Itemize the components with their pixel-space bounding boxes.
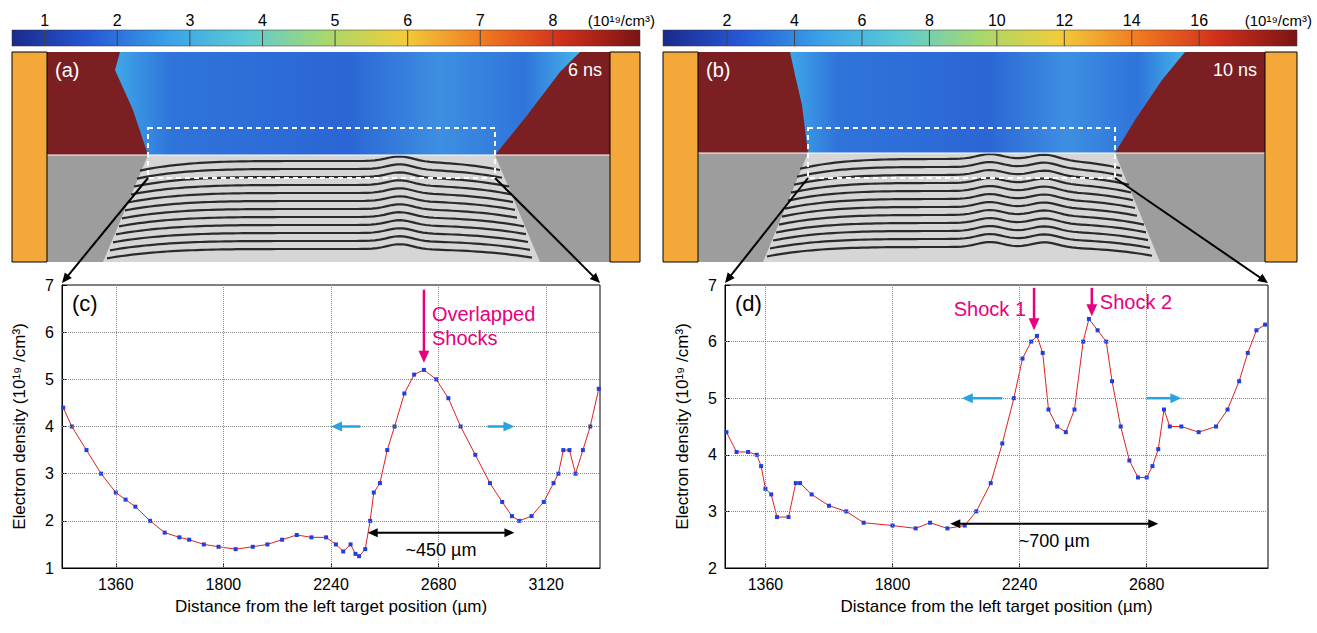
svg-text:10 ns: 10 ns [1213, 60, 1257, 80]
svg-text:16: 16 [1190, 12, 1208, 29]
svg-text:(b): (b) [706, 59, 730, 81]
svg-text:5: 5 [331, 12, 340, 29]
svg-text:1360: 1360 [98, 576, 134, 593]
svg-text:1360: 1360 [748, 576, 784, 593]
svg-text:6: 6 [45, 324, 54, 341]
svg-text:1800: 1800 [206, 576, 242, 593]
svg-text:8: 8 [548, 12, 557, 29]
svg-text:Distance from the left target: Distance from the left target position (… [175, 597, 487, 616]
svg-text:1: 1 [45, 560, 54, 577]
svg-text:8: 8 [925, 12, 934, 29]
svg-text:4: 4 [708, 446, 717, 463]
svg-text:(10¹⁹/cm³): (10¹⁹/cm³) [1245, 12, 1312, 29]
svg-text:5: 5 [708, 390, 717, 407]
svg-text:3: 3 [185, 12, 194, 29]
svg-text:6 ns: 6 ns [568, 60, 602, 80]
svg-text:2: 2 [113, 12, 122, 29]
svg-text:2680: 2680 [421, 576, 457, 593]
svg-text:(d): (d) [735, 291, 762, 316]
svg-text:2: 2 [45, 512, 54, 529]
svg-text:Electron density (10¹⁹ /cm³): Electron density (10¹⁹ /cm³) [10, 323, 29, 530]
svg-text:6: 6 [858, 12, 867, 29]
svg-text:(c): (c) [72, 291, 98, 316]
svg-text:14: 14 [1123, 12, 1141, 29]
svg-text:(a): (a) [55, 59, 79, 81]
svg-text:2: 2 [708, 560, 717, 577]
svg-text:~450 µm: ~450 µm [406, 540, 477, 560]
svg-text:4: 4 [790, 12, 799, 29]
svg-text:Shock 1: Shock 1 [954, 298, 1026, 320]
svg-text:4: 4 [45, 418, 54, 435]
svg-text:3120: 3120 [528, 576, 564, 593]
svg-text:Shock 2: Shock 2 [1100, 291, 1172, 313]
svg-text:(10¹⁹/cm³): (10¹⁹/cm³) [588, 12, 655, 29]
svg-text:6: 6 [403, 12, 412, 29]
svg-text:7: 7 [708, 277, 717, 294]
svg-text:Electron density (10¹⁹ /cm³): Electron density (10¹⁹ /cm³) [673, 323, 692, 530]
svg-text:5: 5 [45, 371, 54, 388]
svg-text:1800: 1800 [875, 576, 911, 593]
svg-text:Distance from the left target: Distance from the left target position (… [840, 597, 1152, 616]
svg-text:2680: 2680 [1129, 576, 1165, 593]
svg-text:7: 7 [476, 12, 485, 29]
svg-text:10: 10 [988, 12, 1006, 29]
svg-text:2240: 2240 [313, 576, 349, 593]
svg-text:3: 3 [708, 503, 717, 520]
svg-text:6: 6 [708, 333, 717, 350]
svg-text:7: 7 [45, 277, 54, 294]
svg-text:2: 2 [723, 12, 732, 29]
svg-text:4: 4 [258, 12, 267, 29]
svg-text:Overlapped: Overlapped [432, 303, 535, 325]
svg-text:2240: 2240 [1002, 576, 1038, 593]
svg-text:3: 3 [45, 465, 54, 482]
svg-text:~700 µm: ~700 µm [1019, 531, 1090, 551]
svg-text:1: 1 [40, 12, 49, 29]
svg-text:Shocks: Shocks [432, 327, 498, 349]
svg-text:12: 12 [1055, 12, 1073, 29]
